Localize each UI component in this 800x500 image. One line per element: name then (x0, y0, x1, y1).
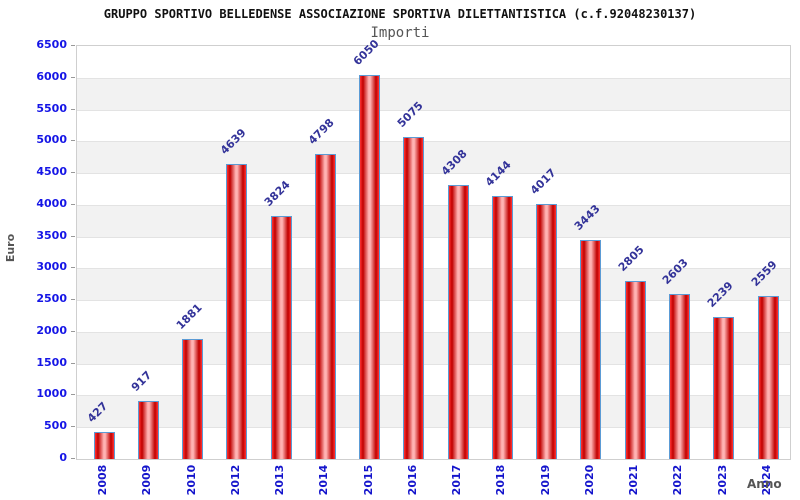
grid-band (77, 141, 790, 174)
y-tick-label: 1500 (36, 355, 67, 369)
bar-2013 (270, 216, 292, 459)
x-tick-label: 2016 (405, 464, 419, 496)
bar-2008 (93, 431, 115, 459)
y-tick-mark (71, 45, 75, 46)
bar-2012 (226, 164, 248, 459)
y-tick-label: 3000 (36, 260, 67, 274)
chart-title: GRUPPO SPORTIVO BELLEDENSE ASSOCIAZIONE … (103, 7, 697, 21)
y-axis-labels: 6500 6000 5500 5000 4500 4000 3500 3000 2500 2000… (0, 38, 76, 464)
gridline (77, 395, 790, 397)
y-tick-mark (71, 203, 75, 205)
y-tick-label: 5500 (36, 101, 67, 115)
grid-band (77, 46, 790, 78)
y-tick-label: 3500 (36, 228, 67, 242)
x-axis-title: Anno (747, 477, 782, 491)
x-tick-label: 2023 (715, 464, 729, 496)
gridline (77, 427, 790, 429)
grid-band (77, 173, 790, 205)
plot-area: 427 917 1881 4639 3824 4798 6050 5075 4308 4144 40… (76, 37, 791, 460)
y-tick-mark (71, 267, 75, 269)
y-tick-mark (71, 235, 75, 237)
gridline (77, 331, 790, 333)
bar-2015 (359, 74, 381, 459)
y-tick-label: 0 (59, 451, 67, 464)
bar-2018 (491, 195, 513, 459)
y-tick-mark (71, 330, 75, 332)
y-axis-title: Euro (4, 233, 17, 263)
x-tick-label: 2008 (96, 464, 109, 496)
chart-subtitle: Importi (370, 25, 430, 41)
gridline (77, 300, 790, 302)
y-tick-label: 5000 (36, 133, 67, 147)
grid-band (77, 236, 790, 269)
gridline (77, 204, 790, 206)
y-tick-mark (71, 140, 75, 142)
x-tick-label: 2012 (228, 464, 242, 496)
gridline (77, 141, 790, 143)
y-tick-label: 2500 (36, 292, 67, 306)
y-tick-mark (71, 108, 75, 110)
gridline (77, 268, 790, 270)
x-tick-label: 2010 (184, 464, 198, 496)
y-tick-mark (71, 76, 75, 78)
x-tick-label: 2013 (273, 464, 287, 496)
y-tick-label: 4500 (36, 165, 67, 179)
gridline (77, 363, 790, 365)
bar-2024 (757, 296, 779, 459)
x-tick-label: 2018 (494, 464, 508, 496)
y-tick-label: 4000 (36, 196, 67, 210)
y-tick-label: 6500 (36, 38, 67, 51)
y-tick-label: 6000 (36, 69, 67, 83)
x-tick-label: 2015 (361, 464, 375, 496)
grid-band (77, 109, 790, 142)
y-tick-label: 500 (44, 419, 67, 433)
x-tick-label: 2009 (140, 464, 154, 496)
y-tick-mark (71, 172, 75, 174)
gridline (77, 109, 790, 111)
y-tick-mark (71, 362, 75, 364)
x-tick-label: 2017 (450, 464, 464, 496)
gridline (77, 173, 790, 175)
gridline (77, 236, 790, 238)
x-axis-labels: 2008 2009 2010 2012 2013 2014 2015 2016 2017 2018… (76, 458, 791, 500)
x-tick-label: 2020 (582, 464, 596, 496)
x-tick-label: 2022 (671, 464, 685, 496)
bar-2009 (137, 400, 159, 459)
y-tick-label: 2000 (36, 323, 67, 337)
bar-2017 (447, 185, 469, 459)
x-tick-label: 2019 (538, 464, 552, 496)
y-tick-mark (71, 426, 75, 428)
bar-2010 (182, 339, 204, 459)
grid-band (77, 204, 790, 237)
gridline (77, 77, 790, 79)
y-tick-mark (71, 299, 75, 301)
bar-2019 (536, 203, 558, 459)
bar-2022 (668, 293, 690, 459)
x-tick-label: 2014 (317, 464, 331, 496)
y-tick-mark (71, 394, 75, 396)
y-tick-label: 1000 (36, 387, 67, 401)
bar-2020 (580, 240, 602, 459)
grid-band (77, 77, 790, 110)
bar-2021 (624, 280, 646, 459)
bar-2014 (314, 154, 336, 459)
bar-2016 (403, 136, 425, 459)
x-tick-label: 2021 (627, 464, 641, 496)
y-tick-mark (71, 458, 75, 459)
bar-2023 (713, 316, 735, 459)
